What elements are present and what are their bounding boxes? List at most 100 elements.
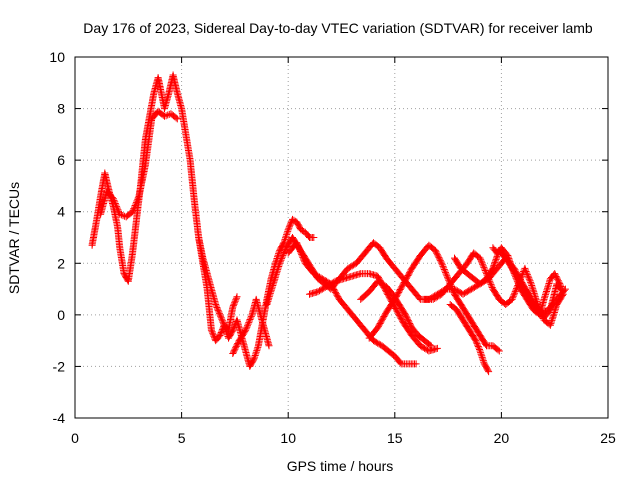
data-point	[439, 262, 447, 270]
data-point	[314, 288, 322, 296]
data-point	[244, 320, 252, 328]
data-point	[523, 269, 531, 277]
data-point	[522, 268, 530, 275]
data-point	[525, 275, 533, 283]
data-point	[134, 194, 142, 202]
data-point	[495, 347, 503, 355]
data-point	[298, 252, 306, 260]
data-point	[207, 326, 215, 334]
data-point	[173, 115, 181, 123]
data-point	[433, 251, 441, 259]
series-branch-f	[306, 270, 441, 355]
series-branch-c	[229, 295, 273, 357]
data-point	[556, 280, 564, 288]
data-points-layer	[88, 71, 569, 376]
data-point	[477, 257, 485, 265]
data-point	[283, 229, 291, 237]
data-point	[508, 262, 515, 270]
data-point	[403, 314, 411, 322]
data-point	[247, 314, 255, 322]
data-point	[109, 195, 117, 203]
data-point	[232, 342, 240, 350]
data-point	[229, 303, 237, 311]
data-point	[475, 344, 483, 352]
data-point	[214, 306, 222, 314]
data-point	[276, 259, 284, 267]
data-point	[131, 202, 139, 209]
data-point	[296, 248, 304, 255]
data-point	[449, 287, 457, 295]
data-point	[440, 264, 448, 272]
data-point	[320, 276, 328, 284]
data-point	[280, 250, 287, 258]
series-branch-h	[365, 241, 503, 355]
data-point	[114, 206, 122, 214]
y-tick-label: -4	[53, 410, 66, 426]
data-point	[297, 249, 305, 257]
series-branch-b	[195, 234, 241, 345]
data-point	[244, 322, 251, 330]
data-point	[527, 278, 535, 286]
data-point	[287, 220, 295, 228]
x-tick-label: 25	[600, 430, 616, 446]
data-point	[265, 342, 273, 350]
data-point	[438, 261, 446, 269]
data-point	[431, 246, 439, 254]
plot-frame	[74, 56, 609, 419]
data-point	[405, 318, 413, 326]
data-point	[111, 198, 119, 206]
data-point	[504, 253, 512, 261]
data-point	[242, 325, 250, 333]
data-point	[216, 311, 224, 319]
data-point	[285, 223, 293, 231]
data-point	[479, 355, 487, 363]
data-point	[277, 256, 285, 264]
data-point	[511, 271, 519, 279]
data-point	[219, 318, 227, 326]
data-point	[217, 330, 225, 338]
data-point	[298, 250, 306, 258]
data-point	[214, 305, 221, 313]
data-point	[432, 248, 440, 256]
data-point	[251, 353, 259, 361]
data-point	[217, 329, 225, 336]
data-point	[296, 246, 304, 254]
data-point	[394, 290, 402, 298]
data-point	[232, 344, 240, 352]
data-point	[487, 280, 495, 288]
data-point	[513, 276, 521, 284]
data-point	[232, 294, 240, 302]
data-point	[293, 239, 301, 247]
data-point	[436, 255, 444, 263]
data-point	[320, 284, 328, 292]
data-point	[299, 253, 307, 261]
data-point	[300, 256, 308, 264]
data-point	[524, 272, 532, 280]
data-point	[112, 201, 120, 209]
data-point	[478, 259, 486, 267]
tick-layer: 0 5 10 15 20 25 -4 -2 0 2 4 6 8 10	[49, 49, 616, 446]
data-point	[372, 338, 380, 346]
x-tick-label: 5	[178, 430, 186, 446]
data-point	[473, 340, 481, 348]
data-point	[113, 204, 121, 212]
data-point	[485, 368, 493, 376]
y-tick-label: 0	[57, 307, 65, 323]
data-point	[404, 317, 412, 325]
data-point	[476, 346, 483, 353]
data-point	[480, 263, 488, 271]
data-point	[230, 348, 237, 356]
data-point	[313, 271, 321, 279]
data-point	[294, 242, 302, 250]
data-point	[293, 240, 301, 248]
data-point	[510, 291, 518, 299]
data-point	[210, 332, 218, 340]
data-point	[232, 296, 240, 304]
data-point	[252, 348, 260, 356]
data-point	[212, 302, 220, 310]
data-point	[331, 287, 339, 295]
data-point	[419, 344, 427, 351]
data-point	[492, 257, 499, 265]
data-point	[218, 315, 226, 323]
data-point	[209, 331, 217, 339]
